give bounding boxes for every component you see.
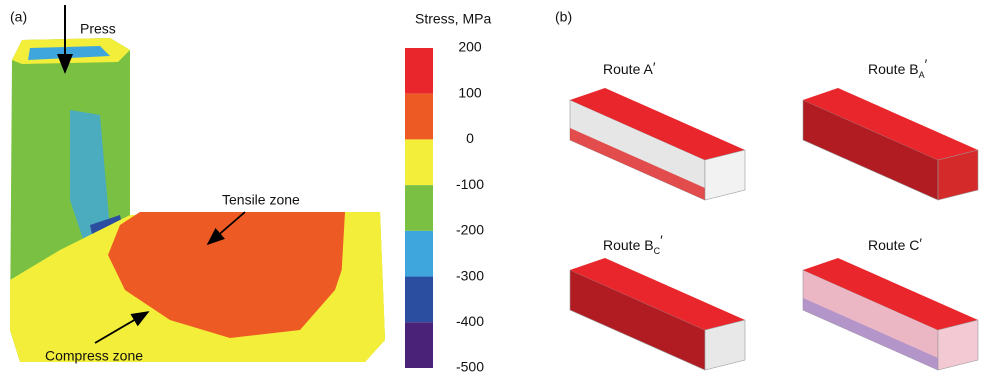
colorbar: 200 100 0 -100 -200 -300 -400 -500 — [405, 39, 484, 375]
colorbar-segment — [405, 139, 433, 185]
route-sub: C — [654, 246, 661, 256]
panel-b: (b) Route A′Route BA′Route BC′Route C′ — [555, 9, 978, 370]
route-label: Route A′ — [603, 59, 656, 77]
route-prime: ′ — [919, 235, 922, 251]
annotation: Tensile zone — [222, 192, 300, 208]
route-label: Route BA′ — [868, 56, 928, 81]
route-name: Route B — [868, 61, 919, 77]
route-prime: ′ — [653, 59, 656, 75]
colorbar-label: -200 — [456, 222, 484, 238]
route-boxes: Route A′Route BA′Route BC′Route C′ — [570, 56, 978, 370]
colorbar-label: -100 — [456, 176, 484, 192]
colorbar-title: Stress, MPa — [415, 11, 491, 27]
route-name: Route B — [603, 237, 654, 253]
colorbar-segment — [405, 322, 433, 368]
colorbar-label: 100 — [458, 84, 482, 100]
colorbar-segment — [405, 231, 433, 277]
colorbar-segment — [405, 277, 433, 323]
panel-label: (b) — [555, 9, 572, 25]
colorbar-label: 200 — [458, 39, 482, 55]
route-label: Route C′ — [868, 235, 922, 253]
route-name: Route A — [603, 61, 653, 77]
colorbar-segment — [405, 94, 433, 140]
route-name: Route C — [868, 237, 919, 253]
colorbar-label: -400 — [456, 313, 484, 329]
route-sub: A — [919, 70, 925, 80]
colorbar-segment — [405, 185, 433, 231]
route-prime: ′ — [660, 232, 663, 248]
annotation: Press — [80, 21, 116, 37]
figure: (a) Press Tensile zone Compress zone Str… — [0, 0, 998, 381]
colorbar-label: -500 — [456, 359, 484, 375]
panel-a: (a) Press Tensile zone Compress zone Str… — [10, 5, 491, 375]
colorbar-label: 0 — [466, 130, 474, 146]
annotation: Compress zone — [45, 348, 143, 364]
route-prime: ′ — [925, 56, 928, 72]
route-label: Route BC′ — [603, 232, 663, 257]
colorbar-label: -300 — [456, 267, 484, 283]
colorbar-segment — [405, 48, 433, 94]
panel-label: (a) — [10, 9, 27, 25]
